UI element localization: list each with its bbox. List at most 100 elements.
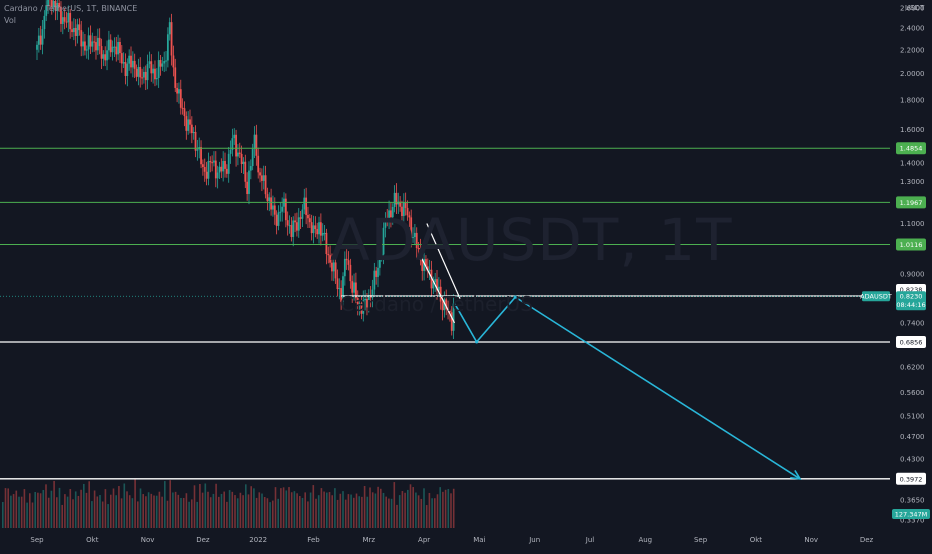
candle-body bbox=[259, 172, 261, 175]
volume-bar bbox=[178, 495, 180, 528]
candle-body bbox=[279, 212, 281, 213]
candle-body bbox=[263, 175, 265, 181]
candle-body bbox=[143, 72, 145, 78]
volume-bar bbox=[156, 496, 158, 528]
candle-body bbox=[114, 47, 116, 48]
candle-body bbox=[78, 24, 80, 30]
volume-bar bbox=[110, 495, 112, 528]
volume-bar bbox=[329, 492, 331, 528]
candle-body bbox=[169, 22, 171, 34]
volume-bar bbox=[277, 499, 279, 528]
volume-bar bbox=[80, 490, 82, 528]
volume-bar bbox=[410, 484, 412, 528]
volume-bar bbox=[286, 490, 288, 528]
candle-body bbox=[298, 217, 300, 230]
watermark-name: Cardano / TetherUS bbox=[340, 292, 533, 316]
volume-bar bbox=[248, 494, 250, 528]
volume-bar bbox=[26, 503, 28, 528]
candle-body bbox=[42, 29, 44, 45]
candle-body bbox=[128, 56, 130, 64]
candle-body bbox=[90, 35, 92, 46]
volume-bar bbox=[56, 497, 58, 528]
volume-bar bbox=[215, 484, 217, 528]
candle-body bbox=[67, 13, 69, 22]
volume-bar bbox=[140, 488, 142, 528]
volume-bar bbox=[61, 505, 63, 528]
candle-body bbox=[174, 67, 176, 88]
candle-body bbox=[219, 167, 221, 173]
volume-bar bbox=[232, 492, 234, 528]
volume-bar bbox=[113, 488, 115, 528]
volume-bar bbox=[13, 494, 15, 528]
candle-body bbox=[145, 72, 147, 80]
time-axis-label: Sep bbox=[30, 536, 44, 544]
volume-bar bbox=[180, 498, 182, 528]
time-axis-label: Feb bbox=[307, 536, 320, 544]
candle-body bbox=[278, 212, 280, 225]
volume-bar bbox=[29, 493, 31, 528]
volume-bar bbox=[18, 497, 20, 528]
level-badge-label: 0.3972 bbox=[900, 475, 923, 483]
price-tick-label: 0.7400 bbox=[900, 319, 925, 327]
candle-body bbox=[95, 42, 97, 50]
candle-body bbox=[351, 281, 353, 293]
price-tick-label: 1.3000 bbox=[900, 178, 925, 186]
candle-body bbox=[217, 173, 219, 179]
volume-bar bbox=[250, 486, 252, 528]
volume-bar bbox=[261, 494, 263, 528]
candle-body bbox=[36, 45, 38, 50]
candle-body bbox=[154, 69, 156, 80]
candle-body bbox=[267, 194, 269, 201]
candle-body bbox=[193, 132, 195, 133]
candle-body bbox=[305, 198, 307, 215]
volume-bar bbox=[383, 493, 385, 528]
volume-bar bbox=[291, 492, 293, 528]
candle-body bbox=[119, 42, 121, 53]
candle-body bbox=[73, 28, 75, 32]
watermark-ticker: ADAUSDT, 1T bbox=[330, 206, 733, 274]
volume-bar bbox=[404, 493, 406, 528]
symbol-header[interactable]: Cardano / TetherUS, 1T, BINANCE bbox=[4, 4, 137, 13]
candle-body bbox=[303, 198, 305, 210]
volume-bar bbox=[396, 505, 398, 528]
volume-bar bbox=[118, 486, 120, 528]
candle-body bbox=[64, 17, 66, 21]
candle-body bbox=[248, 171, 250, 194]
volume-bar bbox=[218, 497, 220, 528]
volume-bar bbox=[310, 493, 312, 528]
volume-bar bbox=[350, 495, 352, 528]
candle-body bbox=[208, 161, 210, 179]
candle-body bbox=[268, 197, 270, 201]
volume-bar bbox=[24, 489, 26, 528]
level-badge-label: 0.6856 bbox=[900, 339, 923, 347]
volume-bar bbox=[353, 498, 355, 528]
volume-bar bbox=[442, 492, 444, 528]
price-tick-label: 2.4000 bbox=[900, 24, 925, 32]
candle-body bbox=[314, 225, 316, 229]
candle-body bbox=[289, 225, 291, 226]
price-tick-label: 0.9000 bbox=[900, 270, 925, 278]
candle-body bbox=[294, 221, 296, 223]
volume-bar bbox=[172, 492, 174, 528]
volume-bar bbox=[361, 497, 363, 528]
volume-bar bbox=[348, 494, 350, 528]
volume-bar bbox=[32, 503, 34, 528]
volume-bar bbox=[132, 498, 134, 528]
volume-bar bbox=[267, 498, 269, 528]
time-axis-label: Okt bbox=[750, 536, 763, 544]
volume-bar bbox=[407, 490, 409, 528]
volume-bar bbox=[429, 493, 431, 528]
volume-bar bbox=[253, 488, 255, 528]
candle-body bbox=[292, 221, 294, 237]
volume-bar bbox=[234, 495, 236, 528]
candle-body bbox=[178, 89, 180, 93]
volume-bar bbox=[318, 495, 320, 528]
volume-bar bbox=[275, 487, 277, 528]
candle-body bbox=[316, 229, 318, 234]
candle-body bbox=[115, 47, 117, 55]
candle-body bbox=[160, 60, 162, 67]
volume-bar bbox=[148, 492, 150, 528]
volume-indicator-label[interactable]: Vol bbox=[4, 16, 16, 25]
